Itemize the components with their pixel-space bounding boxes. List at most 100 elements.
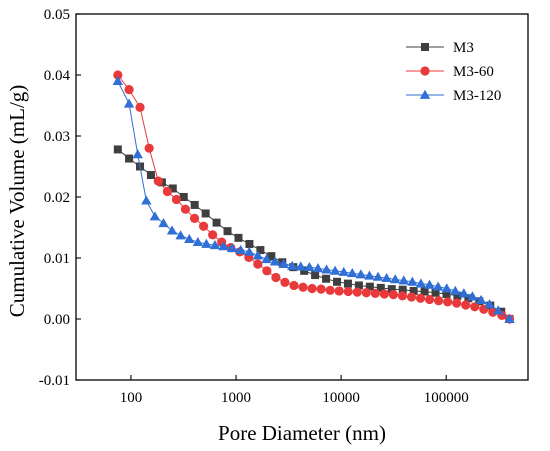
data-point bbox=[212, 218, 221, 227]
data-point bbox=[458, 288, 470, 298]
legend-entry: M3-60 bbox=[406, 64, 494, 80]
data-point bbox=[245, 239, 254, 248]
data-point bbox=[397, 291, 408, 301]
data-point bbox=[322, 274, 331, 283]
data-point bbox=[347, 268, 358, 278]
data-point bbox=[144, 143, 154, 153]
data-point bbox=[253, 259, 263, 269]
data-point bbox=[354, 281, 363, 290]
data-point bbox=[269, 256, 281, 266]
data-point bbox=[381, 272, 392, 283]
y-tick-label: 0.01 bbox=[44, 251, 70, 267]
data-point bbox=[312, 263, 324, 273]
data-point bbox=[201, 209, 210, 218]
data-point bbox=[316, 284, 326, 294]
legend-label: M3-120 bbox=[453, 88, 501, 104]
data-point bbox=[343, 279, 352, 288]
data-point bbox=[352, 287, 362, 297]
data-point bbox=[262, 266, 272, 276]
data-point bbox=[407, 276, 418, 286]
y-tick-label: 0.03 bbox=[44, 129, 70, 145]
data-point bbox=[355, 269, 367, 279]
data-point bbox=[146, 171, 155, 180]
data-point bbox=[261, 254, 272, 264]
data-point bbox=[300, 266, 309, 275]
data-point bbox=[388, 290, 399, 300]
data-point bbox=[488, 307, 498, 317]
data-point bbox=[452, 298, 462, 308]
data-point bbox=[390, 274, 401, 284]
data-point bbox=[226, 243, 238, 253]
data-point bbox=[158, 218, 169, 228]
data-point bbox=[379, 289, 389, 299]
legend-marker bbox=[420, 66, 430, 76]
data-point bbox=[209, 239, 221, 250]
data-point bbox=[365, 282, 374, 291]
data-point bbox=[453, 291, 462, 300]
data-point bbox=[470, 302, 480, 312]
data-point bbox=[132, 149, 143, 159]
data-point bbox=[464, 294, 473, 303]
data-point bbox=[415, 278, 427, 288]
legend: M3 M3-60 M3-120 bbox=[406, 40, 501, 104]
series-line bbox=[117, 80, 510, 320]
legend-entry: M3-120 bbox=[406, 88, 501, 104]
data-point bbox=[434, 296, 444, 306]
data-point bbox=[192, 236, 204, 247]
data-point bbox=[198, 221, 209, 231]
data-point bbox=[295, 261, 306, 271]
data-point bbox=[271, 272, 281, 283]
legend-marker bbox=[421, 43, 429, 51]
data-point bbox=[484, 299, 495, 309]
data-point bbox=[287, 260, 298, 270]
data-point bbox=[461, 300, 471, 310]
data-point bbox=[256, 246, 265, 255]
data-point bbox=[135, 102, 145, 112]
data-point bbox=[311, 271, 320, 280]
data-point bbox=[343, 286, 353, 297]
data-point bbox=[171, 194, 182, 205]
data-point bbox=[376, 283, 385, 292]
data-point bbox=[189, 213, 200, 223]
data-point bbox=[329, 265, 341, 275]
data-point bbox=[244, 246, 255, 256]
data-point bbox=[304, 261, 315, 272]
data-point bbox=[125, 154, 134, 163]
data-point bbox=[387, 285, 396, 294]
data-point bbox=[180, 204, 191, 214]
x-axis-title: Pore Diameter (nm) bbox=[218, 421, 386, 445]
data-point bbox=[409, 286, 418, 295]
data-point bbox=[208, 230, 218, 240]
data-point bbox=[370, 288, 380, 298]
data-point bbox=[334, 286, 344, 296]
data-point bbox=[280, 277, 290, 287]
series-group bbox=[112, 70, 515, 324]
series-m3-60 bbox=[113, 70, 515, 324]
data-point bbox=[267, 252, 276, 261]
data-point bbox=[443, 297, 453, 307]
data-point bbox=[432, 281, 444, 291]
data-point bbox=[333, 277, 342, 286]
data-point bbox=[252, 250, 264, 260]
data-point bbox=[166, 225, 178, 235]
data-point bbox=[504, 313, 515, 323]
data-point bbox=[201, 238, 212, 248]
data-point bbox=[398, 285, 407, 294]
x-tick-label: 100000 bbox=[424, 390, 469, 406]
data-point bbox=[223, 227, 232, 236]
data-point bbox=[492, 305, 504, 315]
x-tick-label: 10000 bbox=[322, 390, 360, 406]
y-tick-label: 0.04 bbox=[44, 68, 71, 84]
data-point bbox=[141, 195, 152, 205]
data-point bbox=[153, 176, 163, 186]
data-point bbox=[424, 294, 435, 305]
data-point bbox=[149, 211, 161, 221]
legend-entry: M3 bbox=[406, 40, 474, 56]
data-point bbox=[450, 285, 461, 295]
data-point bbox=[325, 285, 335, 295]
y-tick-label: 0.02 bbox=[44, 190, 70, 206]
data-point bbox=[475, 294, 487, 304]
series-m3-120 bbox=[112, 75, 515, 323]
ticks: 100 1000 10000 100000 -0.01 0.00 0.01 0.02 0.03 0… bbox=[39, 7, 469, 406]
